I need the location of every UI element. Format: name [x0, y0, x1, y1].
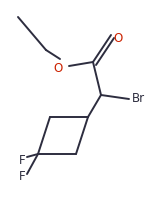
Text: Br: Br: [132, 92, 145, 105]
Text: F: F: [19, 171, 25, 184]
Text: O: O: [53, 62, 63, 76]
Text: F: F: [19, 153, 25, 166]
Text: O: O: [113, 33, 123, 46]
